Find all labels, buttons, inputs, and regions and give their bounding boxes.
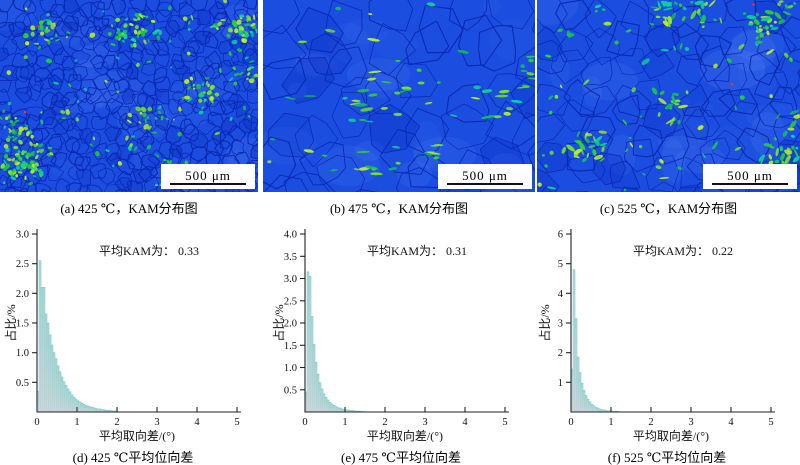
svg-text:6: 6 [558, 230, 563, 241]
svg-text:占比/%: 占比/% [3, 304, 18, 341]
svg-text:0.5: 0.5 [284, 385, 297, 396]
svg-text:占比/%: 占比/% [537, 304, 552, 341]
svg-text:4: 4 [558, 289, 564, 300]
micrograph-caption-c: (c) 525 ℃，KAM分布图 [599, 201, 738, 216]
svg-text:2.5: 2.5 [284, 296, 297, 307]
micrograph-image-c [537, 0, 800, 192]
svg-text:2: 2 [558, 348, 563, 359]
svg-text:1.5: 1.5 [16, 319, 29, 330]
svg-text:1.0: 1.0 [16, 348, 29, 359]
svg-text:4: 4 [728, 417, 734, 428]
svg-text:平均KAM为： 0.22: 平均KAM为： 0.22 [633, 244, 733, 258]
scale-bar-line [170, 182, 246, 185]
svg-text:平均取向差/(°): 平均取向差/(°) [633, 428, 709, 442]
scale-bar-label: 500 μm [462, 167, 508, 183]
chart-block-e: 0.5 1.0 1.5 2.0 2.5 3.0 3.5 4.0 0 1 2 3 4 5 平均取向差/(°) 占… [268, 224, 534, 465]
svg-text:1.0: 1.0 [284, 363, 297, 374]
svg-text:2.0: 2.0 [284, 319, 297, 330]
svg-text:3: 3 [154, 417, 159, 428]
svg-text:4: 4 [462, 417, 468, 428]
scale-bar-label: 500 μm [727, 167, 773, 183]
svg-text:5: 5 [234, 417, 239, 428]
svg-text:2.0: 2.0 [16, 289, 29, 300]
svg-text:4: 4 [194, 417, 200, 428]
svg-text:4.0: 4.0 [284, 230, 297, 241]
micrograph-panel-a: 500 μm [0, 0, 258, 192]
micrograph-caption-a: (a) 425 ℃，KAM分布图 [60, 201, 198, 216]
micrograph-image-b [263, 0, 535, 192]
svg-text:2: 2 [382, 417, 387, 428]
micrograph-panel-c: 500 μm [537, 0, 800, 192]
svg-text:占比/%: 占比/% [271, 304, 286, 341]
svg-text:平均KAM为： 0.31: 平均KAM为： 0.31 [367, 244, 467, 258]
chart-caption-f: (f) 525 ℃平均位向差 [607, 450, 727, 465]
svg-text:3.0: 3.0 [16, 230, 29, 241]
chart-caption-d: (d) 425 ℃平均位向差 [72, 450, 194, 465]
svg-text:1: 1 [608, 417, 613, 428]
svg-text:3: 3 [688, 417, 693, 428]
svg-text:1.5: 1.5 [284, 341, 297, 352]
svg-text:5: 5 [768, 417, 773, 428]
micrograph-image-a [0, 0, 258, 192]
svg-text:1: 1 [74, 417, 79, 428]
svg-text:2.5: 2.5 [16, 259, 29, 270]
histogram-e: 0.5 1.0 1.5 2.0 2.5 3.0 3.5 4.0 0 1 2 3 4 5 平均取向差/(°) 占… [271, 229, 509, 443]
svg-text:平均KAM为： 0.33: 平均KAM为： 0.33 [99, 244, 199, 258]
scale-bar: 500 μm [438, 164, 532, 189]
svg-text:平均取向差/(°): 平均取向差/(°) [99, 428, 175, 442]
chart-block-f: 1 2 3 4 5 6 0 1 2 3 4 5 平均取向差/(°) 占比/% 平均KAM为： 0.22 (f… [534, 224, 800, 465]
scale-bar: 500 μm [161, 164, 255, 189]
svg-text:5: 5 [558, 259, 563, 270]
svg-text:3.0: 3.0 [284, 274, 297, 285]
scale-bar-line [712, 182, 788, 185]
svg-text:2: 2 [114, 417, 119, 428]
svg-text:3.5: 3.5 [284, 252, 297, 263]
svg-text:0: 0 [34, 417, 39, 428]
svg-text:3: 3 [558, 319, 563, 330]
svg-text:5: 5 [502, 417, 507, 428]
scale-bar-label: 500 μm [185, 167, 231, 183]
histogram-d: 0.5 1.0 1.5 2.0 2.5 3.0 0 1 2 3 4 5 平均取向差/(°) 占比/% 平均K… [3, 229, 241, 443]
svg-text:平均取向差/(°): 平均取向差/(°) [367, 428, 443, 442]
svg-text:1: 1 [558, 378, 563, 389]
scale-bar: 500 μm [703, 164, 797, 189]
scale-bar-line [447, 182, 523, 185]
histogram-f: 1 2 3 4 5 6 0 1 2 3 4 5 平均取向差/(°) 占比/% 平均KAM为： 0.22 [537, 229, 775, 443]
micrograph-panel-b: 500 μm [263, 0, 535, 192]
micrograph-caption-b: (b) 475 ℃，KAM分布图 [329, 201, 469, 216]
svg-text:2: 2 [648, 417, 653, 428]
svg-text:3: 3 [422, 417, 427, 428]
chart-block-d: 0.5 1.0 1.5 2.0 2.5 3.0 0 1 2 3 4 5 平均取向差/(°) 占比/% 平均K… [0, 224, 266, 465]
svg-text:0: 0 [302, 417, 307, 428]
chart-caption-e: (e) 475 ℃平均位向差 [341, 450, 461, 465]
svg-text:1: 1 [342, 417, 347, 428]
svg-text:0: 0 [568, 417, 573, 428]
svg-text:0.5: 0.5 [16, 378, 29, 389]
